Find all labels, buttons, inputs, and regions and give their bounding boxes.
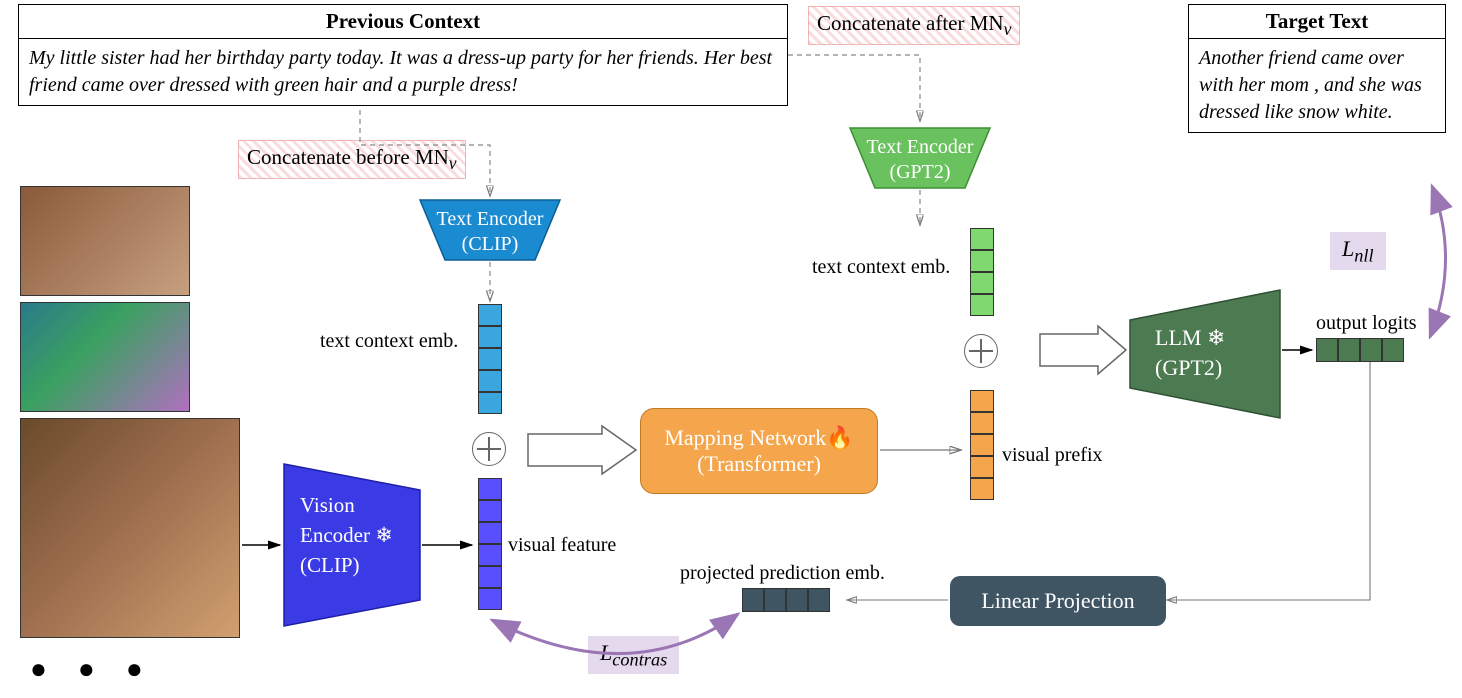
visual-prefix-stack <box>970 390 994 500</box>
linear-projection-label: Linear Projection <box>981 588 1134 614</box>
tok <box>970 434 994 456</box>
mapping-network-line1: Mapping Network🔥 <box>641 425 877 451</box>
output-logits-stack <box>1316 338 1404 362</box>
tok <box>970 228 994 250</box>
tok <box>1382 338 1404 362</box>
tok <box>478 392 502 414</box>
gpt2-text-encoder-line1: Text Encoder <box>867 136 974 158</box>
tok <box>478 588 502 610</box>
tok <box>1338 338 1360 362</box>
tok <box>970 294 994 316</box>
projected-pred-label: projected prediction emb. <box>680 562 885 585</box>
projected-pred-stack <box>742 588 830 612</box>
gpt2-text-emb-label: text context emb. <box>812 256 950 279</box>
visual-feature-label: visual feature <box>508 534 616 557</box>
tok <box>478 348 502 370</box>
block-arrow-to-mapnet <box>528 426 636 474</box>
tok <box>478 566 502 588</box>
gpt2-text-emb-stack <box>970 228 994 316</box>
tok <box>478 544 502 566</box>
clip-text-emb-stack <box>478 304 502 414</box>
tok <box>478 370 502 392</box>
tok <box>764 588 786 612</box>
mapping-network-line2: (Transformer) <box>641 451 877 477</box>
visual-feature-stack <box>478 478 502 610</box>
tok <box>970 250 994 272</box>
tok <box>970 478 994 500</box>
purple-arrow-contras <box>492 614 738 654</box>
dashed-arrow-prev-to-clip-text <box>360 110 490 195</box>
tok <box>970 272 994 294</box>
concat-circleplus-left <box>472 432 506 466</box>
tok <box>786 588 808 612</box>
visual-prefix-label: visual prefix <box>1002 444 1103 467</box>
block-arrow-to-llm <box>1040 326 1126 374</box>
tok <box>742 588 764 612</box>
tok <box>970 412 994 434</box>
gpt2-text-encoder-line2: (GPT2) <box>889 161 950 183</box>
llm-line2: (GPT2) <box>1155 355 1222 380</box>
output-logits-label: output logits <box>1316 312 1417 335</box>
vision-encoder-line1: Vision <box>300 493 355 517</box>
vision-encoder-line2: Encoder ❄ <box>300 523 393 547</box>
vision-encoder-line3: (CLIP) <box>300 553 360 577</box>
clip-text-emb-label: text context emb. <box>320 330 458 353</box>
tok <box>1316 338 1338 362</box>
mapping-network-box: Mapping Network🔥 (Transformer) <box>640 408 878 494</box>
tok <box>1360 338 1382 362</box>
tok <box>478 522 502 544</box>
concat-circleplus-right <box>964 334 998 368</box>
tok <box>478 304 502 326</box>
clip-text-encoder-line2: (CLIP) <box>462 233 519 255</box>
tok <box>970 456 994 478</box>
tok <box>478 326 502 348</box>
purple-arrow-nll <box>1430 186 1446 337</box>
tok <box>478 478 502 500</box>
llm-trapezoid <box>1130 290 1280 418</box>
tok <box>970 390 994 412</box>
dashed-arrow-prev-to-gpt2-text <box>788 55 920 120</box>
linear-projection-box: Linear Projection <box>950 576 1166 626</box>
tok <box>808 588 830 612</box>
llm-line1: LLM ❄ <box>1155 325 1225 350</box>
diagram-svg: Text Encoder (CLIP) Text Encoder (GPT2) … <box>0 0 1462 698</box>
clip-text-encoder-line1: Text Encoder <box>437 208 544 230</box>
tok <box>478 500 502 522</box>
